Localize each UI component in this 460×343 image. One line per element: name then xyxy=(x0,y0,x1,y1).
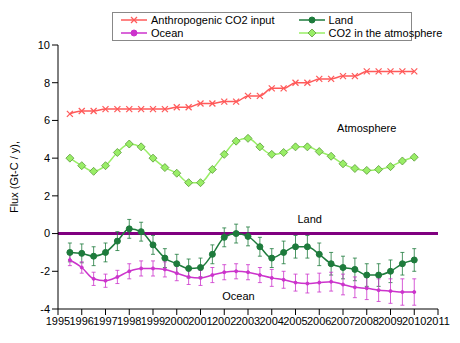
svg-text:1998: 1998 xyxy=(117,315,141,327)
svg-text:0: 0 xyxy=(44,227,50,239)
svg-text:2000: 2000 xyxy=(165,315,189,327)
svg-text:1999: 1999 xyxy=(141,315,165,327)
svg-text:2009: 2009 xyxy=(378,315,402,327)
svg-text:2006: 2006 xyxy=(307,315,331,327)
svg-text:2: 2 xyxy=(44,190,50,202)
svg-text:1996: 1996 xyxy=(70,315,94,327)
svg-text:2007: 2007 xyxy=(331,315,355,327)
svg-text:2004: 2004 xyxy=(260,315,284,327)
svg-text:Ocean: Ocean xyxy=(222,290,254,302)
svg-text:-2: -2 xyxy=(40,265,50,277)
html-text:Ocean: Ocean xyxy=(151,27,184,39)
svg-text:2008: 2008 xyxy=(355,315,379,327)
html-text:Land: Land xyxy=(328,14,353,26)
svg-text:10: 10 xyxy=(38,39,50,51)
svg-text:1997: 1997 xyxy=(93,315,117,327)
svg-text:6: 6 xyxy=(44,114,50,126)
svg-text:Land: Land xyxy=(298,213,322,225)
svg-text:4: 4 xyxy=(44,152,50,164)
svg-text:2010: 2010 xyxy=(402,315,426,327)
svg-text:2002: 2002 xyxy=(212,315,236,327)
svg-text:Atmosphere: Atmosphere xyxy=(337,122,396,134)
svg-text:Flux (Gt-C / y),: Flux (Gt-C / y), xyxy=(8,141,20,213)
html-text:CO2 in the atmosphere: CO2 in the atmosphere xyxy=(328,27,443,39)
svg-text:2001: 2001 xyxy=(188,315,212,327)
svg-text:2005: 2005 xyxy=(283,315,307,327)
svg-text:2011: 2011 xyxy=(426,315,450,327)
svg-text:-4: -4 xyxy=(40,303,50,315)
svg-text:8: 8 xyxy=(44,77,50,89)
html-text:Anthropogenic CO2 input: Anthropogenic CO2 input xyxy=(151,14,275,26)
svg-text:1995: 1995 xyxy=(46,315,70,327)
svg-text:2003: 2003 xyxy=(236,315,260,327)
